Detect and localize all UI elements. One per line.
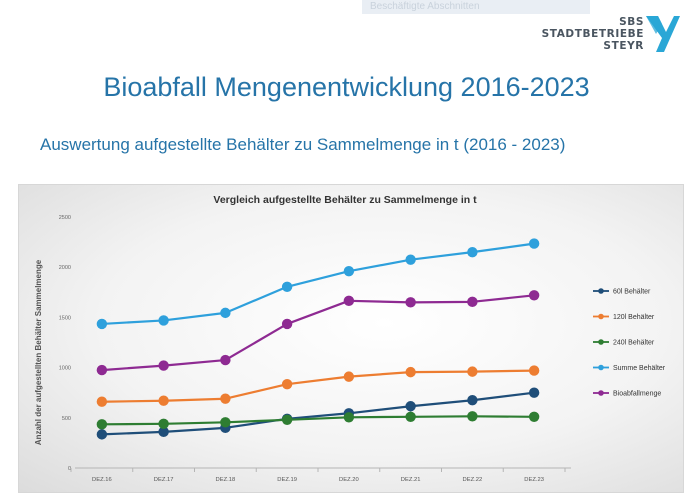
y-axis-title: Anzahl der aufgestellten Behälter Sammel… — [34, 259, 43, 445]
chart-container: Vergleich aufgestellte Behälter zu Samme… — [18, 184, 684, 493]
data-point — [96, 429, 108, 440]
data-point — [96, 318, 108, 330]
legend-label: Summe Behälter — [613, 365, 666, 372]
logo-chevron-icon — [646, 16, 680, 52]
data-point — [467, 411, 478, 422]
data-point — [405, 401, 416, 412]
data-point — [343, 266, 355, 277]
data-point — [467, 296, 478, 308]
company-logo: SBS STADTBETRIEBE STEYR — [530, 14, 680, 56]
data-point — [343, 295, 355, 307]
data-point — [343, 412, 355, 423]
y-tick-label: 2500 — [59, 215, 71, 221]
data-point — [281, 378, 293, 390]
data-point — [220, 393, 231, 404]
legend-swatch-marker — [598, 364, 604, 371]
data-point — [281, 414, 293, 426]
data-point — [405, 411, 416, 422]
y-tick-label: 0 — [68, 466, 71, 472]
series-line-3 — [101, 415, 535, 426]
page-subtitle: Auswertung aufgestellte Behälter zu Samm… — [40, 135, 566, 154]
data-point — [467, 246, 478, 258]
logo-line-3: STEYR — [603, 40, 644, 52]
data-point — [158, 315, 169, 326]
chart-title: Vergleich aufgestellte Behälter zu Samme… — [213, 194, 477, 206]
data-point — [528, 365, 540, 376]
logo-line-1: SBS — [619, 16, 644, 28]
legend-swatch-marker — [598, 339, 604, 345]
data-point — [405, 254, 416, 265]
series-line-4 — [101, 242, 535, 326]
data-point — [467, 395, 478, 406]
data-point — [158, 418, 169, 430]
x-tick-label: DEZ.17 — [154, 477, 174, 483]
data-point — [158, 360, 169, 371]
data-point — [158, 395, 169, 406]
x-tick-label: DEZ.23 — [524, 477, 544, 483]
series-line-5 — [101, 294, 535, 372]
legend-swatch-marker — [598, 390, 604, 396]
data-point — [528, 411, 540, 422]
data-point — [528, 387, 540, 398]
legend-label: Bioabfallmenge — [613, 391, 661, 398]
data-point — [220, 307, 231, 319]
data-point — [96, 396, 108, 407]
page-title: Bioabfall Mengenentwicklung 2016-2023 — [103, 72, 590, 102]
legend-label: 240l Behälter — [613, 340, 655, 347]
x-tick-label: DEZ.18 — [216, 477, 236, 483]
y-tick-label: 1500 — [59, 315, 71, 321]
x-tick-label: DEZ.16 — [92, 477, 112, 483]
series-line-2 — [101, 369, 535, 403]
x-tick-label: DEZ.21 — [401, 477, 421, 483]
series-line-1 — [101, 391, 535, 436]
x-tick-label: DEZ.20 — [339, 477, 359, 483]
background-toolbar-remnant: Beschäftigte Abschnitten — [362, 0, 590, 14]
legend-swatch-marker — [598, 313, 604, 320]
data-point — [405, 366, 416, 378]
data-point — [281, 318, 293, 330]
logo-line-2: STADTBETRIEBE — [541, 28, 644, 40]
data-point — [467, 366, 478, 377]
data-point — [343, 371, 355, 382]
data-point — [528, 290, 540, 301]
data-point — [220, 354, 231, 366]
x-tick-label: DEZ.22 — [463, 477, 483, 483]
legend-swatch-marker — [598, 288, 604, 294]
toolbar-remnant-text: Beschäftigte Abschnitten — [370, 1, 480, 12]
line-chart: Vergleich aufgestellte Behälter zu Samme… — [34, 194, 666, 483]
x-tick-label: DEZ.19 — [277, 477, 297, 483]
data-point — [528, 238, 540, 249]
y-tick-label: 1000 — [59, 366, 71, 372]
data-point — [96, 364, 108, 376]
data-point — [96, 419, 108, 430]
data-point — [405, 297, 416, 308]
data-point — [281, 281, 293, 292]
legend-label: 120l Behälter — [613, 314, 655, 321]
legend-label: 60l Behälter — [613, 289, 651, 296]
data-point — [158, 426, 169, 438]
y-tick-label: 500 — [62, 416, 71, 422]
data-point — [220, 417, 231, 428]
y-tick-label: 2000 — [59, 265, 71, 271]
